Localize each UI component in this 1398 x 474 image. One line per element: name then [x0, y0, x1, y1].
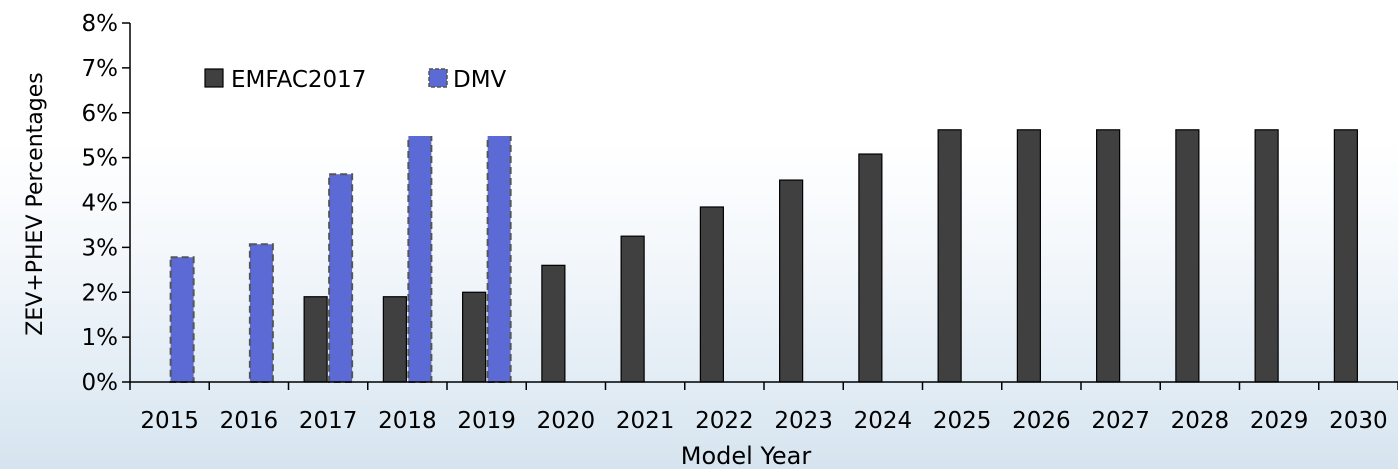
- bar-emfac2017-2018: [383, 297, 406, 382]
- bar-dmv-2017: [329, 174, 352, 382]
- x-tick-label-2022: 2022: [695, 408, 754, 434]
- bar-dmv-2019: [488, 124, 511, 382]
- bar-emfac2017-2020: [542, 265, 565, 382]
- legend-swatch-emfac2017: [205, 69, 223, 87]
- x-tick-label-2023: 2023: [774, 408, 833, 434]
- bar-emfac2017-2030: [1334, 130, 1357, 382]
- y-axis-title: ZEV+PHEV Percentages: [23, 72, 48, 335]
- x-tick-label-2019: 2019: [457, 408, 516, 434]
- x-tick-label-2025: 2025: [933, 408, 992, 434]
- bar-emfac2017-2028: [1176, 130, 1199, 382]
- x-tick-label-2015: 2015: [140, 408, 199, 434]
- y-tick-label-3: 3%: [82, 235, 119, 261]
- x-tick-label-2017: 2017: [299, 408, 358, 434]
- bar-emfac2017-2025: [938, 130, 961, 382]
- x-tick-label-2024: 2024: [854, 408, 913, 434]
- x-tick-label-2027: 2027: [1091, 408, 1150, 434]
- bar-dmv-2018: [408, 124, 431, 382]
- bar-emfac2017-2023: [780, 180, 803, 382]
- bar-emfac2017-2022: [700, 207, 723, 382]
- x-tick-label-2021: 2021: [616, 408, 675, 434]
- bar-emfac2017-2017: [304, 297, 327, 382]
- legend-label-emfac2017: EMFAC2017: [231, 67, 366, 93]
- legend-label-dmv: DMV: [453, 67, 507, 93]
- x-axis-title: Model Year: [681, 442, 812, 469]
- x-tick-label-2018: 2018: [378, 408, 437, 434]
- legend-swatch-dmv: [429, 69, 447, 87]
- bar-emfac2017-2029: [1255, 130, 1278, 382]
- y-tick-label-8: 8%: [82, 11, 119, 37]
- x-tick-label-2026: 2026: [1012, 408, 1071, 434]
- y-tick-label-0: 0%: [82, 370, 119, 396]
- x-tick-label-2030: 2030: [1329, 408, 1388, 434]
- bar-emfac2017-2021: [621, 236, 644, 382]
- y-tick-label-1: 1%: [82, 325, 119, 351]
- y-tick-label-7: 7%: [82, 56, 119, 82]
- bar-dmv-2016: [250, 244, 273, 382]
- bars-layer: [171, 124, 1358, 382]
- x-tick-label-2016: 2016: [220, 408, 279, 434]
- x-tick-label-2029: 2029: [1250, 408, 1309, 434]
- x-tick-label-2028: 2028: [1171, 408, 1230, 434]
- bar-emfac2017-2026: [1017, 130, 1040, 382]
- y-tick-label-4: 4%: [82, 191, 119, 217]
- bar-emfac2017-2019: [463, 292, 486, 382]
- x-tick-label-2020: 2020: [537, 408, 596, 434]
- y-tick-label-6: 6%: [82, 101, 119, 127]
- legend: EMFAC2017 DMV: [193, 20, 526, 136]
- bar-dmv-2015: [171, 257, 194, 382]
- bar-emfac2017-2027: [1097, 130, 1120, 382]
- y-tick-label-2: 2%: [82, 280, 119, 306]
- y-tick-label-5: 5%: [82, 146, 119, 172]
- bar-emfac2017-2024: [859, 154, 882, 382]
